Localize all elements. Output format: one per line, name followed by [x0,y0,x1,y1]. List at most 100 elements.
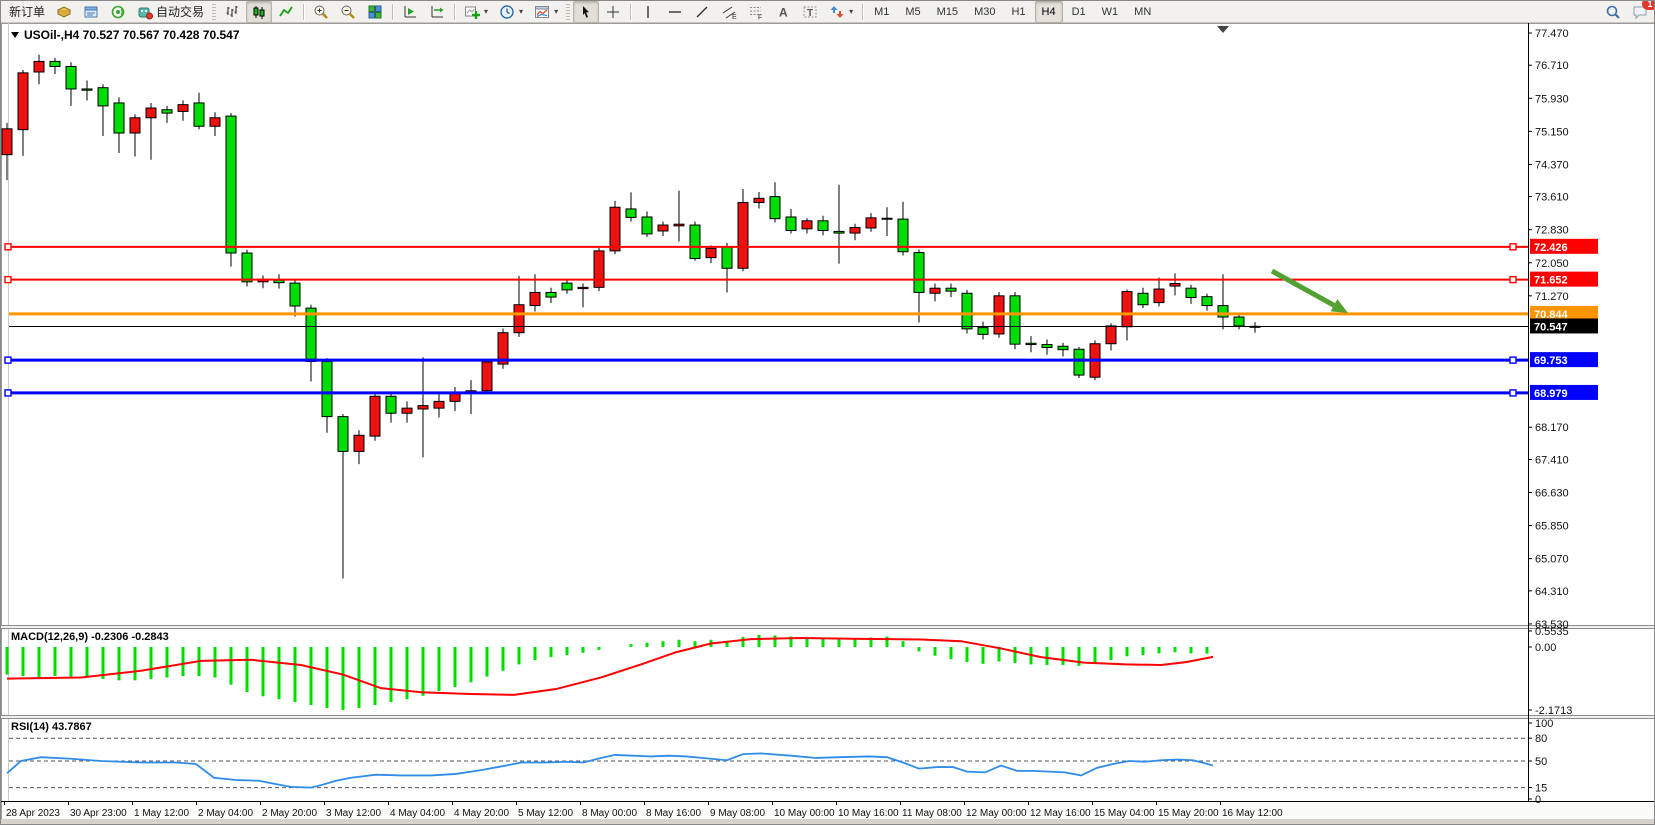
chart-canvas[interactable]: 77.470 76.710 75.930 75.150 74.370 73.610 72.8… [1,23,1655,825]
toolbar-separator [862,3,864,20]
candle-body [785,216,797,232]
vertical-line-tool-button[interactable] [635,1,661,23]
add-indicator-button[interactable]: ▾ [459,1,493,23]
chevron-down-icon: ▾ [849,7,854,16]
candle-body [241,252,253,283]
candle-body [1057,345,1069,351]
bar-chart-button[interactable] [219,1,245,23]
chart-menu-arrow-icon[interactable] [11,32,19,38]
candle-body [833,230,845,234]
horizontal-line-icon [669,10,682,13]
candle-body [193,102,205,127]
candle-body [625,208,637,218]
trendline-tool-button[interactable] [689,1,715,23]
price-axis-label: 65.850 [1535,521,1569,533]
rsi-axis-label: 50 [1535,756,1547,768]
price-axis-label: 77.470 [1535,28,1569,40]
price-axis-label: 74.370 [1535,159,1569,171]
candle-body [1009,295,1021,345]
new-order-button[interactable]: 新订单 [4,1,50,23]
candle-body [865,217,877,229]
chart-ohlc-title: USOil-,H4 70.527 70.567 70.428 70.547 [24,28,240,42]
chart-title-bar[interactable]: USOil-,H4 70.527 70.567 70.428 70.547 [11,28,240,42]
candle-body [97,87,109,107]
candle-body [1025,342,1037,346]
macd-axis-label: 0.5535 [1535,626,1569,638]
price-axis-label: 73.610 [1535,192,1569,204]
price-tag-label: 72.426 [1534,242,1568,254]
candle-body [609,206,621,252]
bottom-strip [1,819,1654,824]
timeframe-w1-button[interactable]: W1 [1101,5,1119,18]
timeframe-h4-button[interactable]: H4 [1034,1,1063,23]
arrows-icon [830,5,844,18]
rsi-axis-label: 100 [1535,718,1553,730]
candle-body [65,65,77,90]
candle-body [801,220,813,230]
timeframe-m5-button[interactable]: M5 [905,5,921,18]
candle-body [337,416,349,452]
price-tag-label: 70.844 [1534,309,1569,321]
time-axis-label: 11 May 08:00 [902,808,962,819]
timeframe-h1-button[interactable]: H1 [1011,5,1026,18]
candle-body [481,361,493,392]
signals-button[interactable] [105,1,131,23]
tile-windows-button[interactable] [362,1,388,23]
price-tag [1530,384,1598,400]
fibonacci-icon: F [750,6,762,20]
price-axis-label: 71.270 [1535,291,1569,303]
line-handle [4,243,12,251]
candle-body [753,197,765,204]
templates-button[interactable]: ▾ [529,1,563,23]
chat-button[interactable]: 1 [1627,1,1654,23]
timeframe-d1-button[interactable]: D1 [1071,5,1086,18]
bar-chart-icon [226,5,238,17]
zoom-in-button[interactable] [308,1,334,23]
candlestick-chart-button[interactable] [246,1,273,23]
candle-body [1,128,13,156]
candle-body [705,247,717,259]
toolbar-separator [303,3,305,20]
chart-shift-icon [431,5,444,17]
search-button[interactable] [1600,1,1626,23]
line-handle [4,389,12,397]
text-tool-button[interactable]: A [770,1,796,23]
line-handle [4,356,12,364]
arrows-tool-button[interactable]: ▾ [824,1,858,23]
timeframe-m15-button[interactable]: M15 [936,5,959,18]
crosshair-tool-button[interactable] [600,1,626,23]
timeframe-m1-button[interactable]: M1 [874,5,890,18]
macd-signal-line [6,637,1214,696]
rsi-axis-label: 80 [1535,733,1547,745]
chart-shift-button[interactable] [424,1,450,23]
line-chart-button[interactable] [273,1,299,23]
horizontal-line-tool-button[interactable] [662,1,688,23]
templates-icon [535,5,550,18]
auto-scroll-button[interactable] [397,1,423,23]
periods-button[interactable]: ▾ [494,1,528,23]
price-tag [1530,305,1598,321]
candle-body [1137,292,1149,306]
timeframe-m30-button[interactable]: M30 [974,5,996,18]
candle-body [1185,287,1197,299]
candle-body [561,282,573,291]
time-axis-label: 10 May 00:00 [774,808,835,819]
channel-tool-button[interactable]: E [716,1,742,23]
market-watch-icon [84,6,98,17]
autotrading-button[interactable]: 自动交易 [132,1,209,23]
vertical-line-icon [647,5,649,18]
market-watch-button[interactable] [78,1,104,23]
timeframe-mn-button[interactable]: MN [1134,5,1152,18]
zoom-out-button[interactable] [335,1,361,23]
fibonacci-tool-button[interactable]: F [743,1,769,23]
candle-body [1153,288,1165,304]
profiles-icon-button[interactable] [51,1,77,23]
label-tool-button[interactable]: T [797,1,823,23]
tile-windows-icon [368,5,382,18]
candle-body [81,88,93,91]
candle-body [913,252,925,293]
macd-indicator-label: MACD(12,26,9) -0.2306 -0.2843 [11,631,169,643]
candle-body [1169,283,1181,287]
cursor-tool-button[interactable] [573,1,600,23]
candle-body [673,223,685,227]
